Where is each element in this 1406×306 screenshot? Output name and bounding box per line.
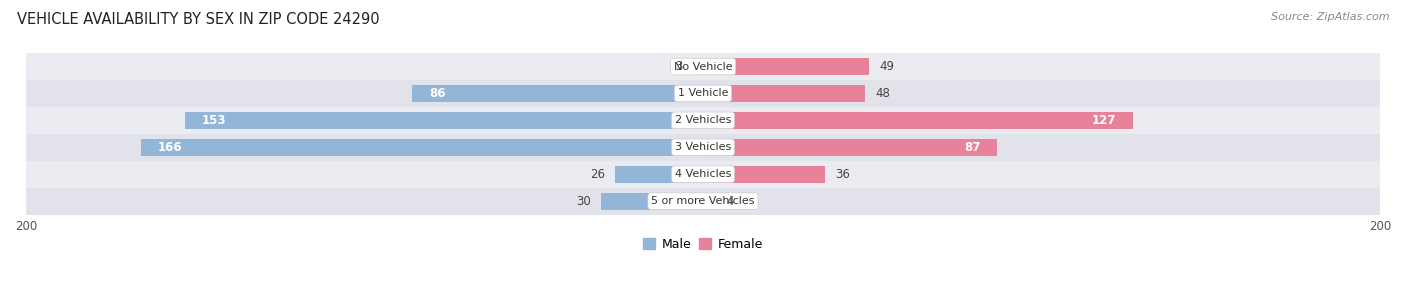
Text: 5 or more Vehicles: 5 or more Vehicles — [651, 196, 755, 206]
Text: 4 Vehicles: 4 Vehicles — [675, 169, 731, 179]
Text: 48: 48 — [876, 87, 890, 100]
Bar — [27, 107, 1379, 134]
Legend: Male, Female: Male, Female — [638, 233, 768, 256]
Bar — [703, 58, 869, 75]
Bar — [27, 188, 1379, 215]
Text: 3: 3 — [675, 60, 683, 73]
Text: 1 Vehicle: 1 Vehicle — [678, 88, 728, 99]
Text: 2 Vehicles: 2 Vehicles — [675, 115, 731, 125]
Bar — [703, 112, 1133, 129]
Bar — [27, 53, 1379, 80]
Bar — [141, 139, 703, 156]
Text: 30: 30 — [576, 195, 592, 208]
Bar — [602, 193, 703, 210]
Bar — [703, 166, 825, 183]
Text: VEHICLE AVAILABILITY BY SEX IN ZIP CODE 24290: VEHICLE AVAILABILITY BY SEX IN ZIP CODE … — [17, 12, 380, 27]
Bar — [703, 139, 997, 156]
Text: Source: ZipAtlas.com: Source: ZipAtlas.com — [1271, 12, 1389, 22]
Text: 26: 26 — [591, 168, 605, 181]
Bar — [703, 193, 717, 210]
Text: 166: 166 — [157, 141, 183, 154]
Bar — [614, 166, 703, 183]
Bar — [27, 80, 1379, 107]
Bar — [27, 134, 1379, 161]
Text: 86: 86 — [429, 87, 446, 100]
Bar — [693, 58, 703, 75]
Text: 36: 36 — [835, 168, 849, 181]
Text: 127: 127 — [1091, 114, 1116, 127]
Text: 4: 4 — [727, 195, 734, 208]
Text: 153: 153 — [202, 114, 226, 127]
Text: No Vehicle: No Vehicle — [673, 62, 733, 72]
Bar — [186, 112, 703, 129]
Text: 49: 49 — [879, 60, 894, 73]
Text: 3 Vehicles: 3 Vehicles — [675, 142, 731, 152]
Text: 87: 87 — [965, 141, 980, 154]
Bar — [412, 85, 703, 102]
Bar — [703, 85, 866, 102]
Bar — [27, 161, 1379, 188]
